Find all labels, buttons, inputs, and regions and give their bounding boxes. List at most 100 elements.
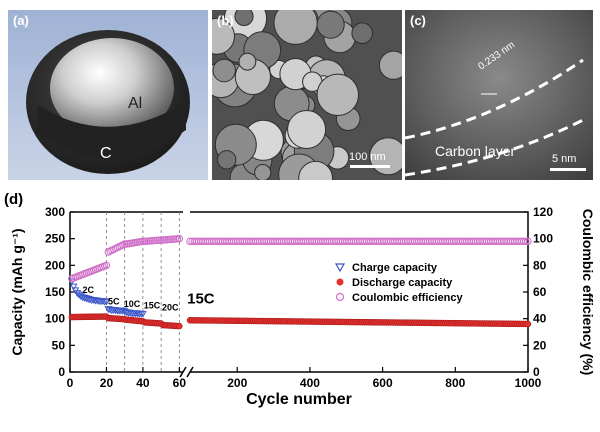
discharge-capacity-point (221, 317, 229, 324)
discharge-capacity-point (143, 319, 150, 326)
discharge-capacity-point (239, 317, 246, 325)
discharge-capacity-point (444, 319, 451, 327)
x-tick-label: 600 (373, 376, 393, 390)
discharge-capacity-point (465, 320, 473, 327)
charge-capacity-point (100, 298, 109, 306)
coulombic-efficiency-point (415, 237, 423, 246)
discharge-capacity-point (328, 318, 335, 326)
coulombic-efficiency-point (141, 237, 149, 246)
discharge-capacity-point (304, 318, 312, 325)
coulombic-efficiency-point (495, 237, 504, 246)
discharge-capacity-point (470, 320, 477, 327)
charge-capacity-point (75, 291, 83, 299)
coulombic-efficiency-point (504, 237, 513, 246)
sem-particle (238, 52, 257, 71)
discharge-capacity-point (217, 317, 224, 324)
coulombic-efficiency-point (223, 237, 231, 246)
coulombic-efficiency-point (389, 237, 397, 246)
charge-capacity-point (109, 307, 118, 315)
coulombic-efficiency-point (489, 237, 497, 246)
discharge-capacity-point (293, 318, 301, 325)
coulombic-efficiency-point (247, 237, 255, 246)
coulombic-efficiency-point (467, 237, 476, 246)
discharge-capacity-point (193, 317, 200, 324)
coulombic-efficiency-point (524, 237, 532, 246)
coulombic-efficiency-point (378, 237, 386, 246)
coulombic-efficiency-point (480, 237, 489, 246)
discharge-capacity-point (265, 317, 272, 325)
charge-capacity-point (78, 294, 87, 302)
discharge-capacity-point (92, 313, 99, 320)
discharge-capacity-point (422, 319, 429, 327)
coulombic-efficiency-point (402, 237, 410, 246)
discharge-capacity-point (524, 320, 532, 328)
discharge-capacity-point (202, 317, 209, 324)
coulombic-efficiency-point (282, 237, 290, 246)
coulombic-efficiency-point (334, 237, 342, 246)
coulombic-efficiency-point (321, 237, 329, 246)
coulombic-efficiency-point (456, 237, 465, 246)
discharge-capacity-point (139, 318, 147, 325)
y-axis-title: Capacity (mAh g⁻¹) (9, 228, 25, 355)
discharge-capacity-point (276, 318, 283, 325)
discharge-capacity-point (330, 318, 338, 326)
discharge-capacity-point (454, 319, 462, 327)
discharge-capacity-point (313, 318, 320, 325)
coulombic-efficiency-point (229, 237, 238, 246)
coulombic-efficiency-point (458, 237, 467, 246)
coulombic-efficiency-point (164, 235, 173, 244)
discharge-capacity-point (273, 317, 281, 325)
discharge-capacity-point (474, 320, 482, 327)
discharge-capacity-point (385, 319, 392, 326)
coulombic-efficiency-point (245, 237, 253, 246)
coulombic-efficiency-point (352, 237, 360, 246)
coulombic-efficiency-point (413, 237, 421, 246)
discharge-capacity-point (498, 320, 506, 327)
discharge-capacity-point (339, 318, 346, 326)
discharge-capacity-point (136, 317, 143, 325)
discharge-capacity-point (125, 316, 132, 324)
discharge-capacity-point (168, 322, 176, 329)
discharge-capacity-point (289, 318, 296, 325)
coulombic-efficiency-point (380, 237, 388, 246)
coulombic-efficiency-point (487, 237, 495, 246)
coulombic-efficiency-point (157, 236, 165, 244)
discharge-capacity-point (402, 319, 410, 326)
coulombic-efficiency-point (256, 237, 264, 246)
coulombic-efficiency-point (400, 237, 408, 246)
coulombic-efficiency-point (264, 237, 273, 246)
sem-particle (254, 164, 272, 180)
discharge-capacity-point (280, 318, 288, 325)
y2-tick-label: 80 (533, 258, 547, 272)
sem-particle (212, 58, 236, 83)
discharge-capacity-point (476, 320, 484, 327)
coulombic-efficiency-point (168, 235, 176, 243)
discharge-capacity-point (269, 317, 277, 325)
coulombic-efficiency-point (131, 238, 140, 247)
coulombic-efficiency-point (148, 237, 156, 245)
discharge-capacity-point (311, 318, 318, 325)
coulombic-efficiency-point (93, 265, 102, 273)
discharge-capacity-point (128, 317, 136, 324)
coulombic-efficiency-point (288, 237, 297, 246)
charge-capacity-point (104, 306, 113, 314)
discharge-capacity-point (263, 317, 270, 325)
charge-capacity-point (120, 308, 129, 316)
charge-capacity-point (89, 297, 98, 305)
discharge-capacity-point (84, 313, 92, 321)
coulombic-efficiency-point (113, 243, 122, 252)
charge-capacity-point (95, 298, 104, 306)
charge-capacity-point (108, 307, 116, 315)
coulombic-efficiency-point (454, 237, 462, 246)
scale-text-b: 100 nm (349, 151, 386, 163)
coulombic-efficiency-point (498, 237, 506, 246)
discharge-capacity-point (520, 320, 527, 328)
discharge-capacity-point (148, 319, 156, 327)
coulombic-efficiency-point (500, 237, 508, 246)
coulombic-efficiency-point (362, 237, 371, 246)
discharge-capacity-point (258, 317, 266, 325)
discharge-capacity-point (478, 320, 486, 327)
discharge-capacity-point (511, 320, 519, 328)
discharge-capacity-point (356, 318, 364, 326)
discharge-capacity-point (348, 318, 355, 326)
